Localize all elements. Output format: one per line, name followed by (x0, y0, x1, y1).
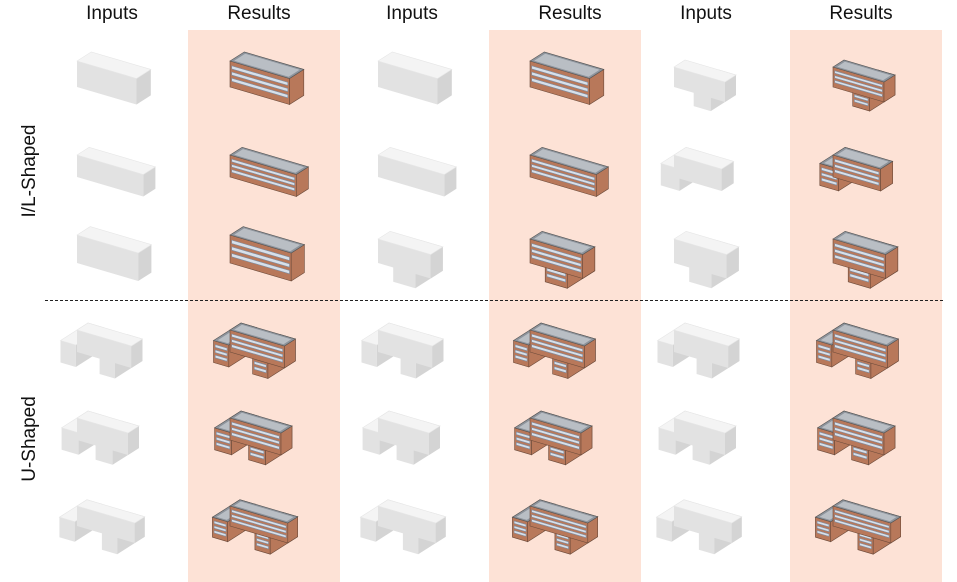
input-mass-model-r3-c5 (634, 213, 784, 303)
input-mass-model-r2-c3 (338, 127, 488, 217)
building-icon (76, 51, 152, 105)
building-icon (229, 226, 306, 282)
building-icon (814, 499, 902, 555)
building-icon (359, 499, 447, 555)
building-icon (816, 410, 896, 466)
result-building-r2-c6 (793, 127, 943, 217)
building-icon (60, 410, 140, 465)
building-icon (815, 322, 900, 380)
building-icon (660, 146, 735, 191)
building-icon (511, 499, 599, 555)
building-icon (229, 51, 305, 106)
input-mass-model-r1-c5 (634, 37, 784, 127)
result-building-r1-c2 (190, 37, 340, 127)
result-building-r4-c2 (190, 302, 340, 392)
column-header-inputs-1: Inputs (86, 3, 138, 24)
input-mass-model-r6-c3 (338, 476, 488, 566)
result-building-r1-c6 (793, 37, 943, 127)
result-building-r6-c4 (490, 476, 640, 566)
building-icon (529, 51, 605, 106)
input-mass-model-r4-c3 (338, 302, 488, 392)
results-panel-2 (489, 30, 641, 582)
building-icon (361, 410, 441, 465)
building-icon (59, 322, 144, 379)
result-building-r3-c2 (190, 213, 340, 303)
input-mass-model-r2-c1 (37, 127, 187, 217)
building-icon (832, 59, 896, 112)
input-mass-model-r3-c3 (338, 213, 488, 303)
result-building-r6-c6 (793, 476, 943, 566)
group-divider (45, 300, 943, 301)
building-icon (832, 230, 899, 289)
building-icon (673, 230, 740, 289)
column-header-inputs-3: Inputs (680, 3, 732, 24)
building-icon (512, 322, 597, 380)
building-icon (529, 146, 610, 198)
building-icon (657, 410, 737, 465)
results-panel-3 (790, 30, 942, 582)
result-building-r5-c6 (793, 390, 943, 480)
building-icon (229, 146, 310, 198)
input-mass-model-r3-c1 (37, 213, 187, 303)
input-mass-model-r6-c1 (37, 476, 187, 566)
result-building-r5-c2 (190, 390, 340, 480)
input-mass-model-r4-c5 (634, 302, 784, 392)
result-building-r2-c4 (490, 127, 640, 217)
building-icon (76, 146, 157, 197)
building-icon (655, 499, 743, 555)
building-icon (212, 322, 297, 380)
input-mass-model-r5-c3 (338, 390, 488, 480)
building-icon (819, 146, 894, 192)
input-mass-model-r5-c1 (37, 390, 187, 480)
result-building-r5-c4 (490, 390, 640, 480)
input-mass-model-r1-c1 (37, 37, 187, 127)
input-mass-model-r1-c3 (338, 37, 488, 127)
result-building-r4-c6 (793, 302, 943, 392)
results-panel-1 (188, 30, 340, 582)
input-mass-model-r4-c1 (37, 302, 187, 392)
result-building-r2-c2 (190, 127, 340, 217)
input-mass-model-r6-c5 (634, 476, 784, 566)
result-building-r3-c4 (490, 213, 640, 303)
result-building-r6-c2 (190, 476, 340, 566)
result-building-r4-c4 (490, 302, 640, 392)
input-mass-model-r5-c5 (634, 390, 784, 480)
result-building-r1-c4 (490, 37, 640, 127)
building-icon (377, 51, 453, 105)
column-header-inputs-2: Inputs (386, 3, 438, 24)
building-icon (211, 499, 299, 555)
building-icon (58, 499, 146, 555)
building-icon (529, 230, 596, 289)
building-icon (360, 322, 445, 379)
building-icon (76, 226, 153, 281)
building-icon (656, 322, 741, 379)
input-mass-model-r2-c5 (634, 127, 784, 217)
building-icon (377, 230, 444, 289)
column-header-results-3: Results (829, 3, 893, 24)
column-header-results-1: Results (227, 3, 291, 24)
column-header-results-2: Results (538, 3, 602, 24)
building-icon (213, 410, 293, 466)
result-building-r3-c6 (793, 213, 943, 303)
building-icon (377, 146, 458, 197)
building-icon (513, 410, 593, 466)
building-icon (673, 59, 737, 112)
